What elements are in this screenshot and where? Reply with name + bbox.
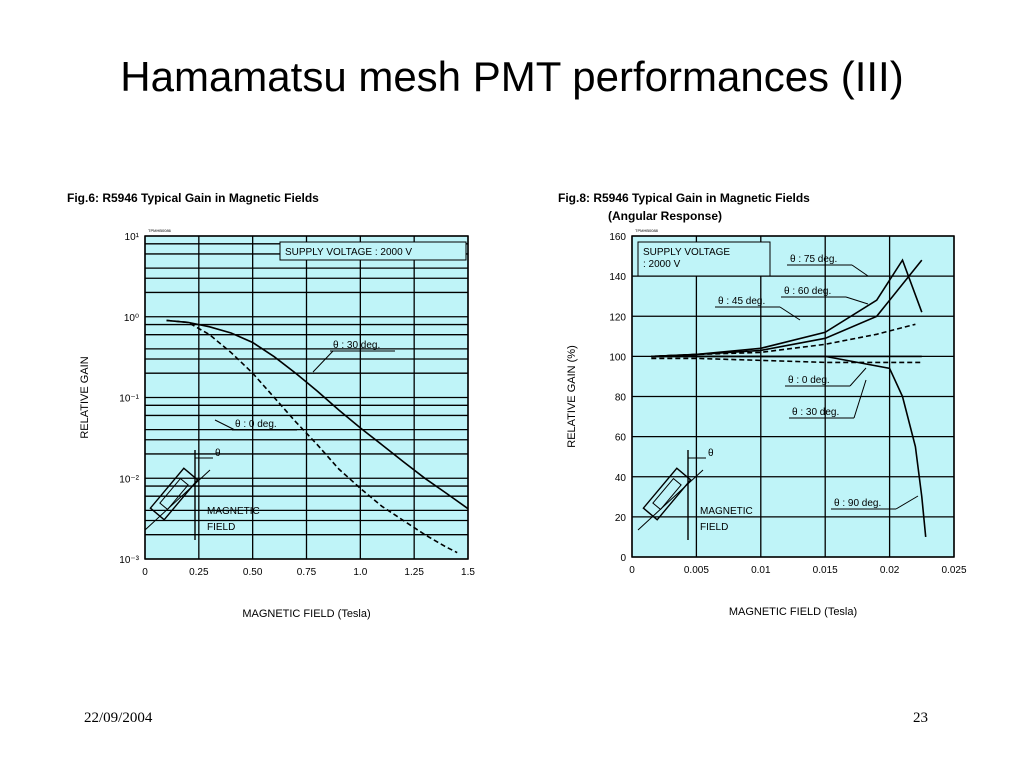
x-tick-label: 0.25	[189, 567, 209, 578]
supply-voltage-text: SUPPLY VOLTAGE : 2000 V	[285, 247, 412, 258]
y-tick-label: 10⁰	[124, 313, 139, 324]
tilt-axis	[637, 469, 704, 531]
series-label: θ : 0 deg.	[235, 419, 277, 430]
x-tick-label: 0.50	[243, 567, 263, 578]
series-label-pointer	[845, 296, 869, 305]
pmt-inner-icon	[652, 477, 682, 511]
y-tick-label: 100	[609, 352, 626, 363]
y-tick-label: 40	[615, 473, 627, 484]
x-tick-label: 0.75	[297, 567, 317, 578]
pmt-body-icon	[149, 467, 199, 521]
series-label-pointer	[312, 350, 334, 373]
series-label: θ : 45 deg.	[718, 296, 765, 307]
series-line-2	[651, 323, 916, 358]
chart-gain-vs-field: Fig.6: R5946 Typical Gain in Magnetic Fi…	[67, 191, 475, 620]
x-tick-label: 0.005	[684, 565, 709, 576]
x-tick-label: 0.025	[941, 565, 966, 576]
theta-label: θ	[215, 448, 221, 459]
x-tick-label: 1.25	[404, 567, 424, 578]
pmt-inner-icon	[159, 477, 189, 511]
series-line-1	[651, 259, 923, 358]
y-tick-label: 80	[615, 393, 627, 404]
supply-voltage-text: : 2000 V	[643, 259, 681, 270]
x-tick-label: 1.5	[461, 567, 475, 578]
series-label-pointer	[214, 419, 236, 431]
figure-subtitle: (Angular Response)	[608, 209, 722, 223]
figure-title: Fig.8: R5946 Typical Gain in Magnetic Fi…	[558, 191, 810, 205]
y-tick-label: 10⁻¹	[119, 394, 139, 405]
x-tick-label: 0.015	[813, 565, 838, 576]
series-label: θ : 75 deg.	[790, 254, 837, 265]
y-tick-label: 0	[620, 553, 626, 564]
supply-voltage-box	[279, 241, 467, 261]
series-label: θ : 60 deg.	[784, 286, 831, 297]
y-axis-label: RELATIVE GAIN	[79, 356, 91, 438]
series-label-pointer	[851, 264, 869, 277]
y-tick-label: 20	[615, 513, 627, 524]
y-tick-label: 10⁻³	[119, 555, 139, 566]
series-label: θ : 30 deg.	[333, 340, 380, 351]
y-axis-label: RELATIVE GAIN (%)	[566, 345, 578, 447]
series-label: θ : 30 deg.	[792, 407, 839, 418]
y-tick-label: 140	[609, 272, 626, 283]
page-number: 23	[913, 710, 928, 726]
inset-label: MAGNETIC	[207, 506, 260, 517]
series-label-pointer	[779, 306, 801, 321]
x-tick-label: 0.01	[751, 565, 771, 576]
series-label-pointer	[853, 379, 867, 419]
theta-label: θ	[708, 448, 714, 459]
supply-voltage-box	[637, 241, 771, 277]
pmt-body-icon	[642, 467, 692, 521]
series-line-5	[651, 355, 927, 537]
chart-angular-response: Fig.8: R5946 Typical Gain in Magnetic Fi…	[558, 191, 967, 618]
series-label-pointer	[849, 367, 867, 387]
series-label: θ : 0 deg.	[788, 375, 830, 386]
pmt-orientation-inset: θ MAGNETIC FIELD	[637, 448, 753, 540]
series-line-4	[651, 357, 922, 364]
figure-code: TPMHB0088	[635, 228, 659, 233]
series-line-0	[166, 319, 469, 510]
tilt-axis	[144, 469, 211, 531]
inset-label: MAGNETIC	[700, 506, 753, 517]
y-tick-label: 160	[609, 232, 626, 243]
supply-voltage-text: SUPPLY VOLTAGE	[643, 247, 730, 258]
x-axis-label: MAGNETIC FIELD (Tesla)	[729, 606, 857, 618]
y-tick-label: 10⁻²	[119, 474, 139, 485]
slide-title: Hamamatsu mesh PMT performances (III)	[120, 53, 904, 100]
x-tick-label: 0.02	[880, 565, 900, 576]
inset-label: FIELD	[700, 522, 728, 533]
series-label-pointer	[895, 495, 919, 510]
y-tick-label: 60	[615, 433, 627, 444]
x-tick-label: 1.0	[353, 567, 367, 578]
figure-code: TPMHB0086	[148, 228, 172, 233]
footer-date: 22/09/2004	[84, 710, 153, 726]
x-tick-label: 0	[629, 565, 635, 576]
x-axis-label: MAGNETIC FIELD (Tesla)	[242, 608, 370, 620]
series-label: θ : 90 deg.	[834, 498, 881, 509]
y-tick-label: 120	[609, 312, 626, 323]
y-tick-label: 10¹	[125, 232, 140, 243]
series-line-1	[166, 319, 458, 554]
pmt-orientation-inset: θ MAGNETIC FIELD	[144, 448, 260, 540]
inset-label: FIELD	[207, 522, 235, 533]
figure-title: Fig.6: R5946 Typical Gain in Magnetic Fi…	[67, 191, 319, 205]
x-tick-label: 0	[142, 567, 148, 578]
